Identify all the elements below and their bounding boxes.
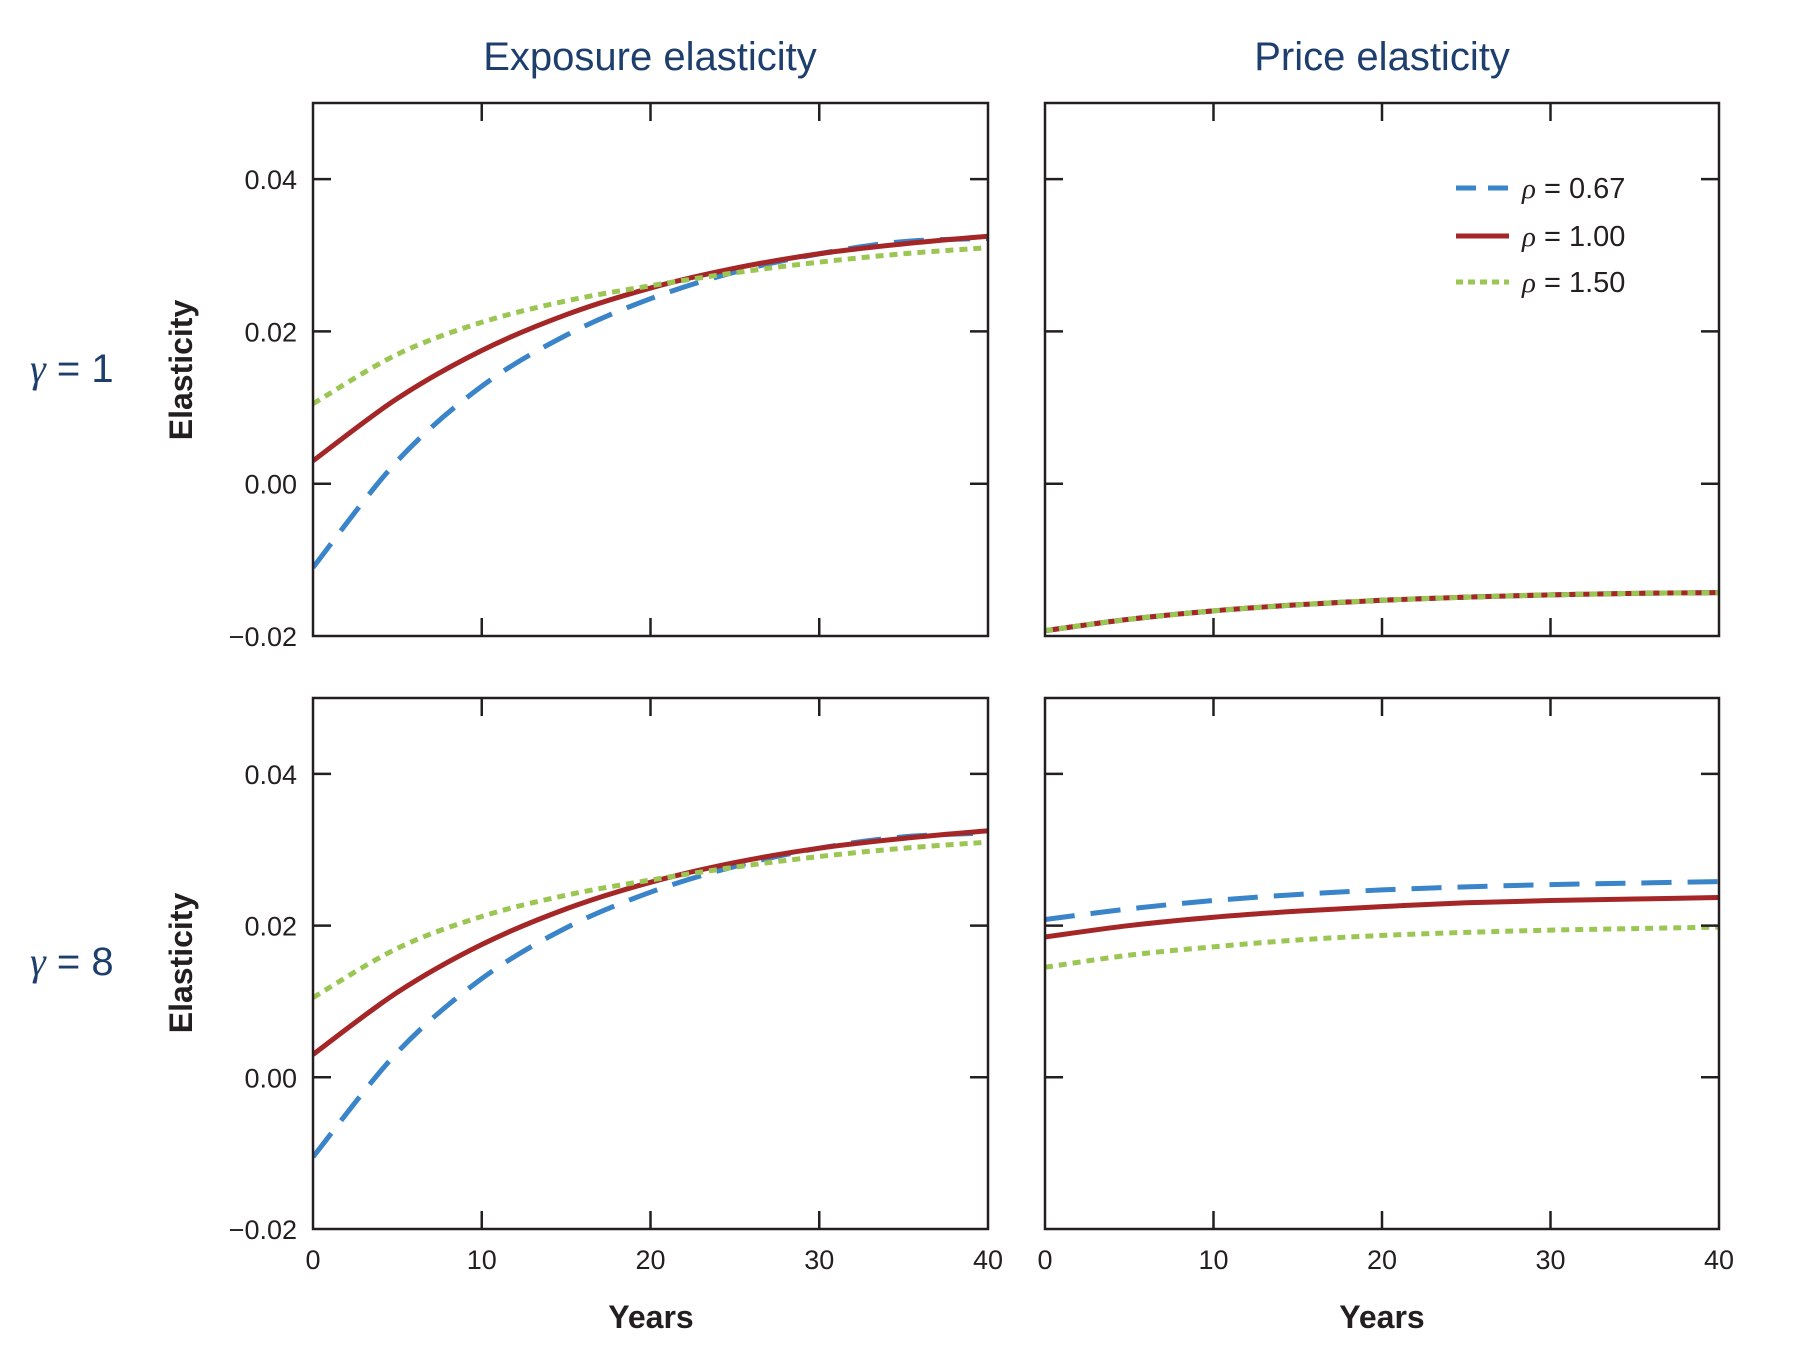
x-axis-title-right: Years xyxy=(1339,1299,1424,1335)
y-tick-label: −0.02 xyxy=(229,1215,297,1245)
series-group xyxy=(1045,879,1719,970)
series-line-rho-1-50 xyxy=(313,245,988,406)
legend: ρ = 0.67 ρ = 1.00 ρ = 1.50 xyxy=(1456,173,1625,299)
gamma-symbol: γ xyxy=(30,939,47,984)
x-tick-label: 0 xyxy=(1037,1245,1052,1275)
series-line-rho-1-50 xyxy=(313,839,988,1000)
y-axis-title-bottom: Elasticity xyxy=(163,893,199,1034)
x-tick-label: 40 xyxy=(1704,1245,1734,1275)
legend-label: ρ = 1.00 xyxy=(1521,221,1625,253)
x-tick-label: 20 xyxy=(635,1245,665,1275)
row-label-gamma-1-value: = 1 xyxy=(46,347,114,391)
column-title-price: Price elasticity xyxy=(1254,35,1510,79)
x-tick-label: 30 xyxy=(1535,1245,1565,1275)
legend-entry-rho-1-00: ρ = 1.00 xyxy=(1456,221,1625,253)
column-title-exposure: Exposure elasticity xyxy=(483,35,816,79)
series-group xyxy=(1045,590,1719,634)
panels: −0.020.000.020.040 10 20 30 40−0.020.000.020… xyxy=(229,101,1734,1275)
legend-label-value: = 1.50 xyxy=(1536,267,1626,299)
x-tick-label: 10 xyxy=(1198,1245,1228,1275)
panel-gamma1-price xyxy=(1043,101,1721,638)
series-line-rho-1-50 xyxy=(1045,590,1719,634)
panel-gamma8-exposure: 0 10 20 30 40 −0.02 0.00 0.02 0.04 xyxy=(229,696,1003,1275)
gamma-symbol: γ xyxy=(30,346,47,391)
legend-label: ρ = 0.67 xyxy=(1521,173,1625,205)
series-group xyxy=(313,233,988,570)
x-tick-label: 40 xyxy=(973,1245,1003,1275)
y-tick-label: −0.02 xyxy=(229,622,297,652)
legend-label: ρ = 1.50 xyxy=(1521,267,1625,299)
panel-frame xyxy=(311,101,990,638)
y-tick-label: 0.00 xyxy=(244,470,297,500)
legend-entry-rho-0-67: ρ = 0.67 xyxy=(1456,173,1625,205)
x-tick-label: 30 xyxy=(804,1245,834,1275)
series-group xyxy=(313,828,988,1159)
x-tick-label: 20 xyxy=(1367,1245,1397,1275)
legend-entry-rho-1-50: ρ = 1.50 xyxy=(1456,267,1625,299)
legend-label-value: = 0.67 xyxy=(1536,173,1626,205)
rho-symbol: ρ xyxy=(1521,173,1536,205)
series-line-rho-1-00 xyxy=(313,233,988,463)
y-tick-label: 0.04 xyxy=(244,760,297,790)
legend-label-value: = 1.00 xyxy=(1536,221,1626,253)
y-tick-label: 0.02 xyxy=(244,912,297,942)
panel-frame xyxy=(311,696,990,1231)
panel-gamma1-exposure: −0.02 0.00 0.02 0.04 xyxy=(229,101,990,652)
row-label-gamma-8: γ = 8 xyxy=(30,939,114,984)
row-label-gamma-1: γ = 1 xyxy=(30,346,114,391)
x-tick-label: 10 xyxy=(467,1245,497,1275)
rho-symbol: ρ xyxy=(1521,267,1536,299)
series-line-rho-1-50 xyxy=(1045,924,1719,970)
y-tick-label: 0.04 xyxy=(244,165,297,195)
series-line-rho-0-67 xyxy=(1045,879,1719,922)
panel-frame xyxy=(1043,696,1721,1231)
x-tick-label: 0 xyxy=(305,1245,320,1275)
y-tick-label: 0.00 xyxy=(244,1063,297,1093)
y-tick-label: 0.02 xyxy=(244,317,297,347)
rho-symbol: ρ xyxy=(1521,221,1536,253)
row-label-gamma-8-value: = 8 xyxy=(46,940,114,984)
panel-gamma8-price: 0 10 20 30 40 xyxy=(1037,696,1734,1275)
x-axis-title-left: Years xyxy=(608,1299,693,1335)
series-line-rho-1-00 xyxy=(313,828,988,1057)
series-line-rho-1-00 xyxy=(1045,895,1719,940)
y-axis-title-top: Elasticity xyxy=(163,300,199,441)
